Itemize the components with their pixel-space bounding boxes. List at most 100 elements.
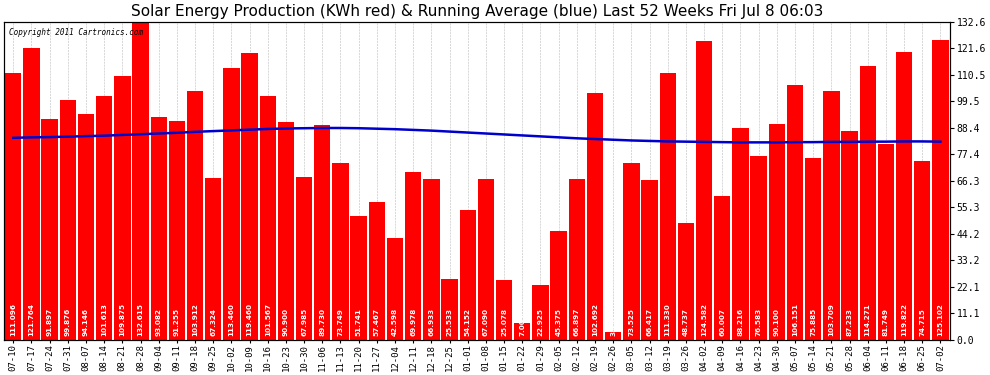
Bar — [659, 73, 676, 340]
Bar — [296, 177, 312, 340]
Bar — [5, 73, 22, 340]
Text: 66.897: 66.897 — [574, 308, 580, 336]
Bar — [23, 48, 40, 340]
Text: 73.525: 73.525 — [629, 308, 635, 336]
Text: 67.324: 67.324 — [210, 308, 216, 336]
Bar — [878, 144, 894, 340]
Bar — [478, 179, 494, 340]
Text: 73.749: 73.749 — [338, 308, 344, 336]
Text: 103.709: 103.709 — [829, 303, 835, 336]
Text: 60.007: 60.007 — [720, 308, 726, 336]
Bar — [242, 53, 257, 340]
Text: 87.233: 87.233 — [846, 308, 852, 336]
Bar — [333, 163, 348, 340]
Bar — [787, 85, 803, 340]
Bar — [768, 124, 785, 340]
Bar — [914, 160, 931, 340]
Bar — [696, 41, 712, 340]
Bar — [387, 238, 403, 340]
Bar — [859, 66, 876, 340]
Bar — [114, 76, 131, 340]
Text: 125.102: 125.102 — [938, 303, 943, 336]
Text: 114.271: 114.271 — [864, 303, 870, 336]
Text: 124.582: 124.582 — [701, 303, 707, 336]
Bar — [896, 53, 912, 340]
Bar — [605, 332, 622, 340]
Bar — [823, 91, 840, 340]
Bar — [259, 96, 276, 340]
Text: 89.730: 89.730 — [320, 308, 326, 336]
Text: 102.692: 102.692 — [592, 303, 598, 336]
Text: 103.912: 103.912 — [192, 303, 198, 336]
Bar — [533, 285, 548, 340]
Text: 99.876: 99.876 — [64, 308, 71, 336]
Title: Solar Energy Production (KWh red) & Running Average (blue) Last 52 Weeks Fri Jul: Solar Energy Production (KWh red) & Runn… — [131, 4, 823, 19]
Text: 54.152: 54.152 — [464, 308, 471, 336]
Bar — [168, 121, 185, 340]
Bar — [205, 178, 222, 340]
Text: 113.460: 113.460 — [229, 303, 235, 336]
Bar — [133, 22, 148, 340]
Bar — [733, 128, 748, 340]
Bar — [714, 196, 731, 340]
Text: 22.925: 22.925 — [538, 308, 544, 336]
Text: 42.598: 42.598 — [392, 308, 398, 336]
Text: 111.330: 111.330 — [664, 303, 671, 336]
Text: 119.822: 119.822 — [901, 303, 907, 336]
Bar — [442, 279, 457, 340]
Text: 57.467: 57.467 — [374, 308, 380, 336]
Text: 7.009: 7.009 — [520, 314, 526, 336]
Bar — [78, 114, 94, 340]
Text: 67.985: 67.985 — [301, 308, 307, 336]
Bar — [278, 122, 294, 340]
Bar — [42, 119, 57, 340]
Text: 76.583: 76.583 — [755, 308, 761, 336]
Bar — [459, 210, 476, 340]
Text: 88.216: 88.216 — [738, 308, 743, 336]
Bar — [150, 117, 167, 340]
Bar — [514, 323, 531, 340]
Text: 51.741: 51.741 — [355, 308, 361, 336]
Text: 109.875: 109.875 — [120, 303, 126, 336]
Bar — [805, 158, 822, 340]
Text: 101.613: 101.613 — [101, 303, 107, 336]
Text: 121.764: 121.764 — [29, 303, 35, 336]
Bar — [933, 40, 948, 340]
Bar — [59, 100, 76, 340]
Bar — [678, 223, 694, 340]
Text: Copyright 2011 Cartronics.com: Copyright 2011 Cartronics.com — [9, 28, 143, 37]
Text: 45.375: 45.375 — [555, 308, 561, 336]
Text: 25.078: 25.078 — [501, 308, 507, 336]
Text: 90.900: 90.900 — [283, 308, 289, 336]
Bar — [496, 280, 512, 340]
Bar — [642, 180, 657, 340]
Bar — [405, 172, 422, 340]
Text: 74.715: 74.715 — [920, 308, 926, 336]
Text: 93.082: 93.082 — [155, 308, 161, 336]
Bar — [314, 124, 331, 340]
Bar — [187, 90, 203, 340]
Text: 94.146: 94.146 — [83, 308, 89, 336]
Text: 3.152: 3.152 — [610, 314, 616, 336]
Bar — [842, 130, 857, 340]
Bar — [750, 156, 767, 340]
Text: 101.567: 101.567 — [264, 303, 271, 336]
Bar — [423, 179, 440, 340]
Text: 111.096: 111.096 — [10, 303, 16, 336]
Bar — [623, 164, 640, 340]
Text: 25.533: 25.533 — [446, 308, 452, 336]
Text: 106.151: 106.151 — [792, 303, 798, 336]
Bar — [587, 93, 603, 340]
Text: 132.615: 132.615 — [138, 303, 144, 336]
Bar — [96, 96, 112, 340]
Text: 91.897: 91.897 — [47, 308, 52, 336]
Bar — [223, 68, 240, 340]
Bar — [568, 179, 585, 340]
Text: 67.090: 67.090 — [483, 308, 489, 336]
Text: 91.255: 91.255 — [174, 308, 180, 336]
Text: 119.460: 119.460 — [247, 303, 252, 336]
Text: 81.749: 81.749 — [883, 308, 889, 336]
Bar — [350, 216, 367, 340]
Text: 66.417: 66.417 — [646, 308, 652, 336]
Bar — [368, 202, 385, 340]
